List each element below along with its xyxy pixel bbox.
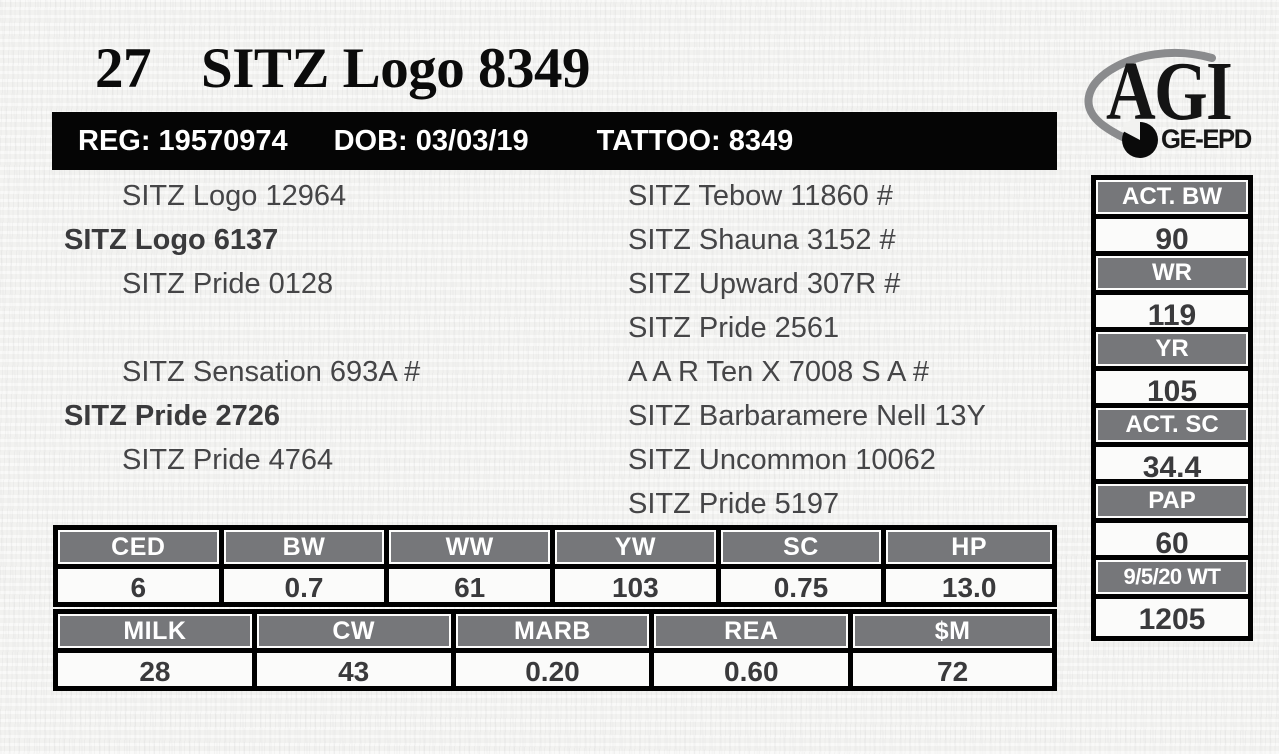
epd-header-label: CW <box>258 616 449 646</box>
epd-value-cell: 6 <box>58 564 224 603</box>
epd-header-cell: MILK <box>58 614 257 648</box>
grandparent-pedigree-entry: SITZ Barbaramere Nell 13Y <box>628 400 986 432</box>
epd-value-cell: 0.60 <box>654 648 854 687</box>
epd-value-cell: 43 <box>256 648 456 687</box>
lot-title: 27 SITZ Logo 8349 <box>95 38 590 100</box>
epd-header-label: MILK <box>60 616 250 646</box>
sire-dam-pedigree-entry: SITZ Sensation 693A # <box>122 356 421 388</box>
grandparent-pedigree-entry: A A R Ten X 7008 S A # <box>628 356 929 388</box>
epd-value-cell: 72 <box>853 648 1052 687</box>
performance-header-cell: WR <box>1096 256 1248 290</box>
epd-header-label: CED <box>60 532 217 562</box>
performance-value-cell: 34.4 <box>1096 442 1248 484</box>
performance-header-cell: ACT. SC <box>1096 408 1248 442</box>
ge-epd-badge: GE-EPD <box>1161 124 1252 154</box>
epd-value-cell: 28 <box>58 648 257 687</box>
dob: DOB: 03/03/19 <box>333 124 529 157</box>
performance-header-label: WR <box>1098 258 1246 288</box>
epd-value-cell: 0.7 <box>223 564 390 603</box>
performance-header-label: ACT. BW <box>1098 182 1246 212</box>
agi-ge-epd-logo: AGI GE-EPD <box>1062 48 1272 168</box>
epd-header-label: WW <box>391 532 548 562</box>
grandparent-pedigree-entry: SITZ Uncommon 10062 <box>628 444 936 476</box>
epd-header-label: REA <box>656 616 847 646</box>
sire-dam-pedigree-entry: SITZ Pride 4764 <box>122 444 334 476</box>
epd-header-cell: MARB <box>455 614 655 648</box>
performance-value-cell: 1205 <box>1096 594 1248 636</box>
reg-number: REG: 19570974 <box>78 124 288 157</box>
tattoo: TATTOO: 8349 <box>596 124 794 157</box>
epd-value-cell: 0.75 <box>720 564 887 603</box>
agi-swoosh-icon <box>1084 49 1216 158</box>
epd-header-label: $M <box>855 616 1050 646</box>
epd-tables: CED BW WW YW SC HP 6 0.7 61 103 0.75 13.0 MILK CW MARB… <box>53 525 1057 691</box>
performance-header-cell: PAP <box>1096 484 1248 518</box>
epd-header-label: YW <box>557 532 714 562</box>
grandparent-pedigree-entry: SITZ Shauna 3152 # <box>628 224 896 256</box>
grandparent-pedigree-entry: SITZ Pride 5197 <box>628 488 840 520</box>
epd-value-cell: 61 <box>389 564 555 603</box>
epd-header-cell: HP <box>886 530 1052 564</box>
performance-header-label: PAP <box>1098 486 1246 516</box>
performance-value-cell: 119 <box>1096 290 1248 332</box>
sire-dam-pedigree-entry: SITZ Logo 6137 <box>64 224 279 256</box>
performance-header-label: YR <box>1098 334 1246 364</box>
epd-header-label: BW <box>225 532 383 562</box>
performance-header-cell: ACT. BW <box>1096 180 1248 214</box>
agi-logo-text: AGI <box>1106 45 1233 138</box>
performance-value-cell: 90 <box>1096 214 1248 256</box>
epd-header-cell: SC <box>720 530 887 564</box>
registration-bar: REG: 19570974 DOB: 03/03/19 TATTOO: 8349 <box>52 112 1057 170</box>
sire-dam-pedigree-entry: SITZ Logo 12964 <box>122 180 347 212</box>
epd-value-cell: 0.20 <box>455 648 655 687</box>
epd-value-cell: 103 <box>555 564 721 603</box>
performance-header-label: ACT. SC <box>1098 410 1246 440</box>
sire-dam-pedigree-entry: SITZ Pride 2726 <box>64 400 280 432</box>
animal-name: SITZ Logo 8349 <box>201 37 590 100</box>
epd-header-cell: $M <box>853 614 1052 648</box>
performance-header-label: 9/5/20 WT <box>1098 562 1246 592</box>
epd-header-label: SC <box>722 532 880 562</box>
epd-table-2: MILK CW MARB REA $M 28 43 0.20 0.60 72 <box>53 609 1057 691</box>
lot-number: 27 <box>95 37 152 100</box>
performance-panel: ACT. BW 90 WR 119 YR 105 ACT. SC 34.4 PAP 60 9/5/2… <box>1091 175 1253 641</box>
epd-header-cell: CED <box>58 530 224 564</box>
performance-value-cell: 105 <box>1096 366 1248 408</box>
epd-header-cell: CW <box>256 614 456 648</box>
epd-table-1: CED BW WW YW SC HP 6 0.7 61 103 0.75 13.0 <box>53 525 1057 607</box>
epd-header-cell: WW <box>389 530 555 564</box>
epd-header-cell: BW <box>223 530 390 564</box>
epd-header-cell: REA <box>654 614 854 648</box>
epd-header-label: HP <box>888 532 1050 562</box>
epd-header-cell: YW <box>555 530 721 564</box>
performance-header-cell: 9/5/20 WT <box>1096 560 1248 594</box>
sire-dam-pedigree-entry: SITZ Pride 0128 <box>122 268 334 300</box>
performance-header-cell: YR <box>1096 332 1248 366</box>
epd-value-cell: 13.0 <box>886 564 1052 603</box>
grandparent-pedigree-entry: SITZ Tebow 11860 # <box>628 180 893 212</box>
grandparent-pedigree-entry: SITZ Pride 2561 <box>628 312 840 344</box>
grandparent-pedigree-entry: SITZ Upward 307R # <box>628 268 901 300</box>
performance-value-cell: 60 <box>1096 518 1248 560</box>
epd-header-label: MARB <box>457 616 648 646</box>
